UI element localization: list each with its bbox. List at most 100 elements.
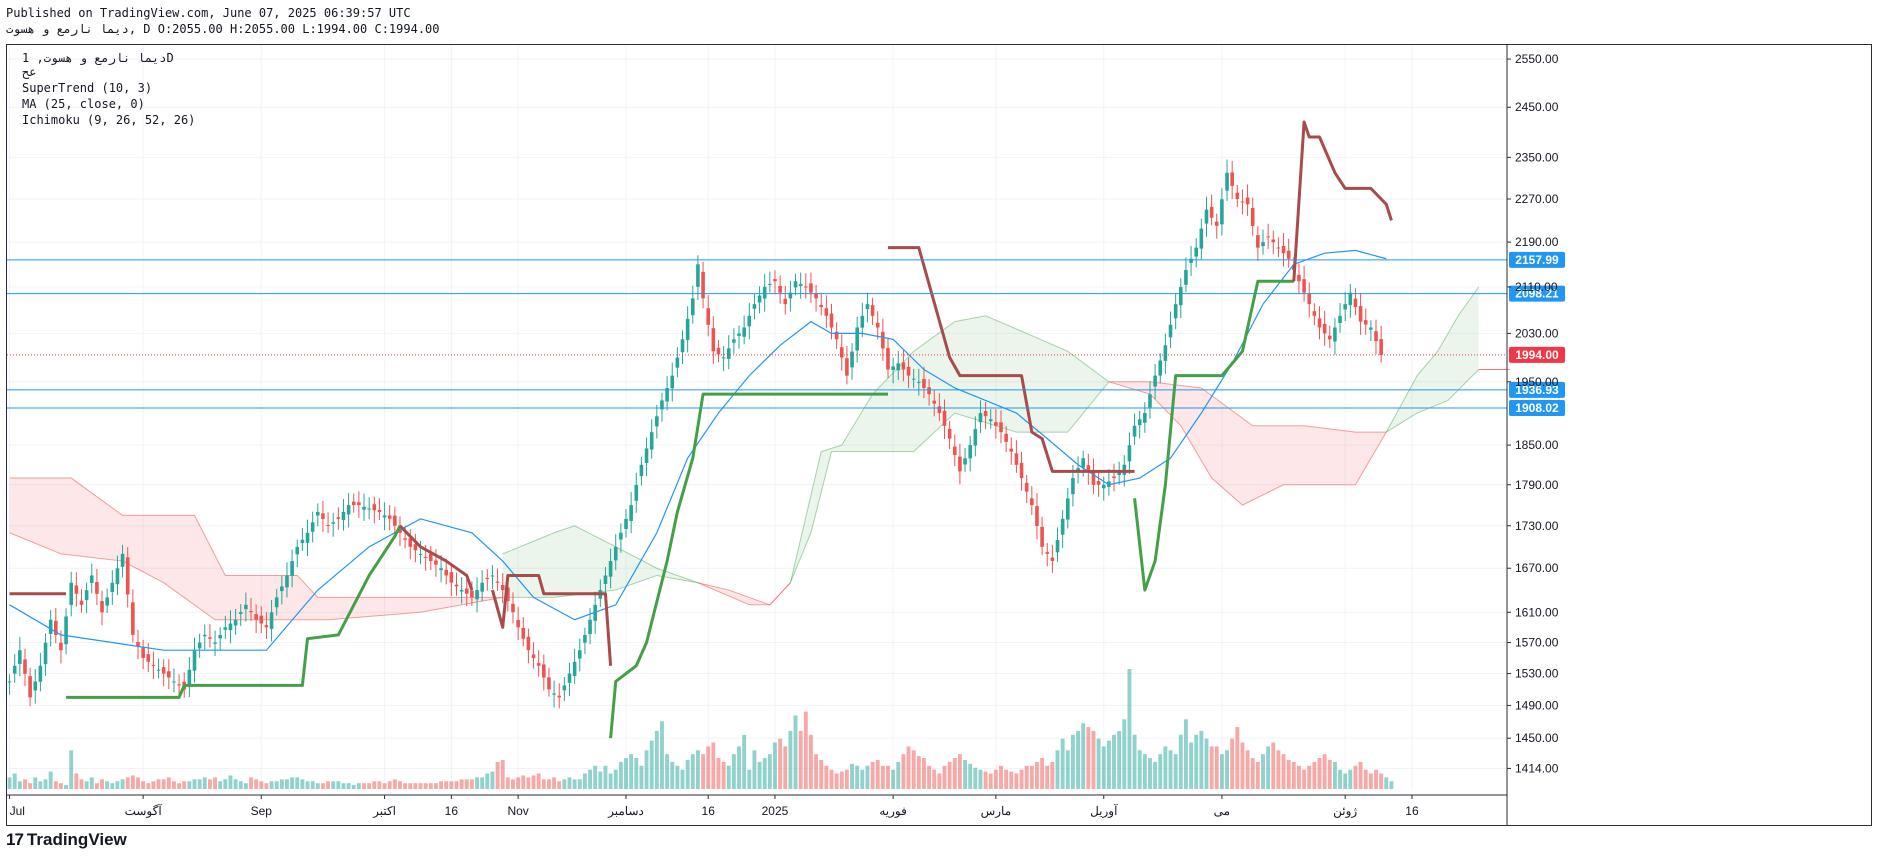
ichimoku-cloud-red [1108,381,1387,506]
volume-bar [1117,730,1122,789]
candle-body [79,600,84,605]
candle-body [737,333,741,336]
candle-body [1071,478,1075,495]
volume-bar [290,777,295,789]
volume-bar [1235,727,1240,789]
candle-body [233,619,238,626]
volume-bar [798,730,803,789]
candle-body [167,671,171,678]
legend-supertrend[interactable]: SuperTrend (10, 3) [22,81,153,95]
volume-bar [608,773,613,789]
volume-bar [187,781,192,789]
candle-body [475,590,479,600]
candle-body [341,511,346,520]
volume-bar [33,777,38,789]
volume-bar [331,781,336,789]
candle-body [690,298,695,316]
candle-body [583,634,587,643]
volume-bar [300,779,305,789]
candle-body [305,532,310,543]
volume-bar [531,775,536,789]
candle-body [1374,331,1378,342]
candle-body [408,538,413,547]
volume-bar [808,734,813,789]
volume-bar [398,781,402,789]
chart-panel[interactable]: 2157.99 2098.21 1936.93 1908.02 1994.00 2550.… [6,44,1872,826]
candle-body [1302,279,1306,293]
volume-bar [742,734,747,789]
candle-body [1312,311,1317,316]
volume-bar [1338,769,1342,789]
volume-bar [670,761,675,789]
volume-bar [886,765,890,789]
candle-body [495,581,500,583]
candle-body [994,422,998,426]
legend-exchange: عح [22,65,37,79]
candle-body [1333,327,1337,342]
volume-bar [521,775,526,789]
volume-bar [156,779,161,789]
volume-bar [1358,761,1363,789]
volume-bar [454,781,459,789]
legend-ichimoku[interactable]: Ichimoku (9, 26, 52, 26) [22,113,196,127]
candle-body [1261,242,1265,247]
volume-bar [680,769,685,789]
candle-body [141,647,145,658]
candle-body [1209,206,1214,218]
legend-ma[interactable]: MA (25, close, 0) [22,97,145,111]
candle-body [18,650,22,664]
volume-bar [1199,730,1204,789]
candle-body [110,582,115,592]
volume-bar [1209,746,1214,789]
ichimoku-span-b [697,582,791,606]
tradingview-brand[interactable]: 17 TradingView [6,830,127,850]
y-tick-label: 2190.00 [1515,235,1559,249]
x-tick-label: ژوئن [1333,804,1357,818]
candle-body [480,582,484,592]
candle-body [655,416,659,427]
candle-body [223,627,228,630]
candle-body [1076,468,1080,472]
volume-bar [1348,769,1353,789]
volume-bar [43,779,48,789]
supertrend-up [609,392,888,739]
candle-body [891,366,895,370]
volume-bar [485,773,490,789]
candle-body [988,419,993,422]
volume-bar [1142,754,1147,789]
volume-bar [130,775,135,789]
volume-bar [752,750,757,789]
candle-body [675,357,680,368]
price-chart[interactable]: 2157.99 2098.21 1936.93 1908.02 1994.00 2550.… [7,45,1871,825]
volume-bar [372,781,377,789]
volume-bar [1261,754,1265,789]
candle-body [696,264,700,287]
candle-body [218,634,222,639]
volume-bar [706,746,711,789]
candle-body [136,641,140,647]
candle-body [855,327,859,351]
volume-bar [726,765,731,789]
y-tick-label: 2110.00 [1515,280,1558,294]
volume-bar [963,759,967,789]
volume-bar [336,781,341,789]
candle-body [1220,199,1224,225]
volume-bar [1153,761,1158,789]
volume-bar [634,758,639,789]
candle-body [125,557,130,595]
candle-body [1086,465,1091,472]
volume-bar [166,777,171,789]
candle-body [963,458,967,465]
candle-body [100,601,104,613]
volume-bar [320,783,325,789]
volume-bar [1266,746,1271,789]
candle-body [177,684,181,686]
candle-body [1030,498,1034,506]
y-tick-label: 2550.00 [1515,52,1559,66]
candle-body [516,619,520,628]
volume-bar [603,765,608,789]
candle-body [357,502,361,506]
y-tick-label: 1790.00 [1515,478,1559,492]
volume-bar [834,773,839,789]
candle-body [449,572,454,583]
